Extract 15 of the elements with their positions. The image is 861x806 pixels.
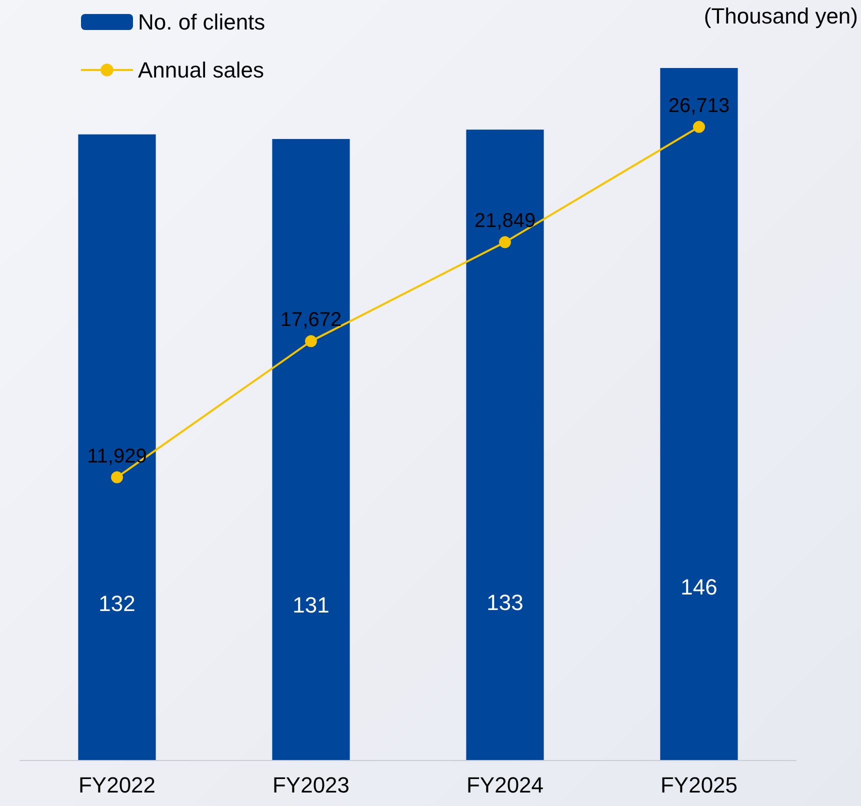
data-label: 26,713 [668,94,730,117]
data-label: 146 [680,574,718,600]
x-tick-label: FY2022 [78,772,156,798]
data-label: 11,929 [87,445,147,468]
y2-axis-title: (Thousand yen) [704,4,858,28]
data-label: 21,849 [474,210,536,232]
data-label: 17,672 [280,309,342,332]
x-tick-label: FY2024 [466,772,544,798]
data-label: 132 [98,591,136,616]
x-tick-label: FY2023 [272,772,350,798]
x-tick-label: FY2025 [660,772,738,798]
legend-label: No. of clients [138,10,266,34]
data-label: 133 [486,590,524,615]
data-label: 131 [292,592,330,618]
legend-label: Annual sales [138,58,264,82]
